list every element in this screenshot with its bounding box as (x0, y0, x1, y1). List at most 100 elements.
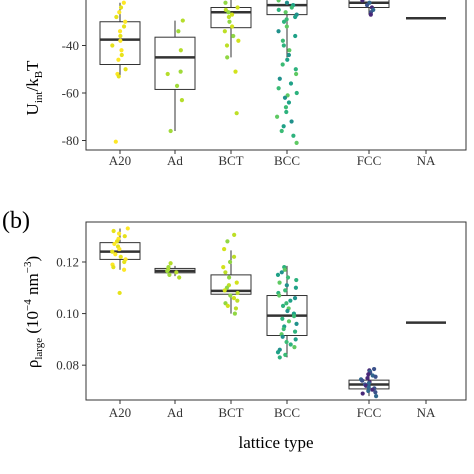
panel-a-point-ad (179, 98, 185, 103)
panel-b-xtick-label: A20 (109, 405, 131, 420)
panel-b-point-bcc (285, 275, 291, 280)
panel-b-point-ad (165, 268, 170, 274)
panel-a-point-a20 (118, 33, 123, 39)
panel-a-point-bcc (283, 105, 289, 110)
panel-b-point-bcc (277, 280, 282, 285)
panel-b-point-a20 (121, 267, 127, 272)
panel-b-point-a20 (112, 241, 117, 247)
panel-b-point-fcc (366, 388, 371, 394)
panel-a-point-bct (229, 12, 235, 17)
panel-b-point-fcc (373, 374, 378, 379)
panel-b-point-fcc (366, 381, 372, 386)
panel-b-point-bcc (294, 277, 299, 283)
panel-a-box-ad (154, 20, 196, 131)
panel-a-ytick-label: -80 (62, 133, 79, 148)
panel-b-xtick-label: BCT (218, 405, 243, 420)
panel-b-point-bct (225, 303, 230, 308)
panel-a-point-bct (236, 38, 241, 43)
panel-b-point-bct (235, 298, 240, 303)
panel-a-point-a20 (123, 19, 128, 24)
panel-b-label: (b) (2, 208, 30, 234)
panel-b-ytick-label: 0.10 (56, 306, 79, 321)
panel-b-xtick-label: BCC (274, 405, 300, 420)
panel-a-point-a20 (119, 48, 124, 53)
panel-a-point-ad (180, 18, 185, 23)
panel-a-point-bcc (289, 119, 294, 124)
panel-b-point-fcc (366, 372, 371, 377)
panel-a-plot: -40 -60 -80 A20 Ad BCT BCC FCC NA (62, 0, 467, 168)
panel-a-point-bct (227, 19, 232, 24)
panel-a-point-bcc (277, 76, 282, 81)
panel-b-point-a20 (111, 265, 116, 270)
panel-a-point-a20 (114, 14, 119, 20)
panel-a-point-bcc (279, 128, 284, 134)
panel-a-point-bct (235, 5, 240, 10)
panel-b-point-bct (233, 306, 239, 311)
panel-b-point-bcc (285, 308, 290, 314)
panel-a-xtick-label: NA (417, 153, 436, 168)
panel-b-point-bcc (286, 319, 292, 324)
panel-a-xtick-label: BCT (218, 153, 243, 168)
panel-a-point-fcc (364, 3, 370, 8)
box-iqr (99, 21, 141, 65)
panel-a-point-bcc (284, 0, 290, 5)
panel-b-point-bct (234, 280, 239, 285)
panel-a-point-a20 (121, 24, 127, 29)
panel-a-frame (85, 0, 467, 151)
panel-a-ytick-label: -60 (62, 86, 79, 101)
panel-b-point-bcc (292, 329, 298, 334)
panel-b-point-a20 (110, 249, 115, 254)
panel-a-xtick-label: A20 (109, 153, 131, 168)
panel-a-point-a20 (118, 38, 123, 43)
panel-a-point-a20 (110, 43, 115, 48)
panel-b-point-a20 (122, 259, 127, 265)
panel-a-point-fcc (368, 12, 373, 17)
panel-a-point-bcc (280, 38, 285, 43)
panel-b-xtick-label: FCC (357, 405, 382, 420)
panel-a-point-bcc (293, 67, 298, 72)
panel-b-point-bcc (281, 326, 286, 332)
x-axis-label: lattice type (238, 433, 313, 452)
panel-b-point-bcc (275, 350, 281, 355)
panel-b-point-fcc (360, 378, 365, 383)
panel-b-point-bcc (294, 321, 299, 326)
panel-a-point-bcc (285, 57, 290, 62)
panel-b-point-fcc (370, 387, 375, 392)
panel-a-point-bcc (276, 7, 281, 12)
panel-b-point-a20 (117, 290, 122, 296)
panel-a-ytick-label: -40 (62, 38, 79, 53)
panel-a-point-a20 (119, 52, 124, 58)
panel-a-point-ad (165, 71, 170, 77)
panel-a-point-a20 (116, 57, 121, 62)
panel-b-ytick-label: 0.08 (56, 358, 79, 373)
panel-a-point-bct (231, 33, 236, 39)
panel-b-point-bct (235, 290, 240, 296)
panel-b-point-bct (222, 288, 227, 293)
panel-b-point-bcc (283, 352, 288, 357)
panel-b-point-bct (232, 232, 237, 237)
box-iqr (154, 36, 196, 90)
panel-b-point-bct (232, 311, 237, 316)
panel-b-point-bcc (280, 316, 285, 321)
panel-a-point-a20 (118, 5, 124, 10)
panel-b-point-fcc (360, 391, 365, 396)
panel-a-point-bcc (286, 100, 292, 105)
panel-b-point-a20 (116, 231, 122, 236)
panel-b-point-bct (223, 270, 228, 275)
panel-a-point-ad (176, 29, 181, 34)
panel-a-point-bct (233, 69, 238, 74)
panel-a-point-ad (168, 128, 173, 134)
panel-b-point-bcc (293, 337, 298, 342)
panel-b-point-bcc (288, 342, 293, 347)
panel-b-point-bct (231, 296, 237, 301)
panel-a-point-a20 (113, 139, 118, 144)
panel-a-point-bcc (281, 19, 287, 24)
panel-a-point-a20 (117, 10, 122, 15)
panel-a-xtick-label: Ad (167, 153, 183, 168)
panel-b-point-bcc (292, 345, 297, 350)
panel-a-point-ad (178, 48, 183, 53)
panel-b-point-a20 (113, 252, 118, 257)
panel-a-point-bct (226, 10, 231, 15)
panel-b-point-a20 (114, 239, 120, 244)
